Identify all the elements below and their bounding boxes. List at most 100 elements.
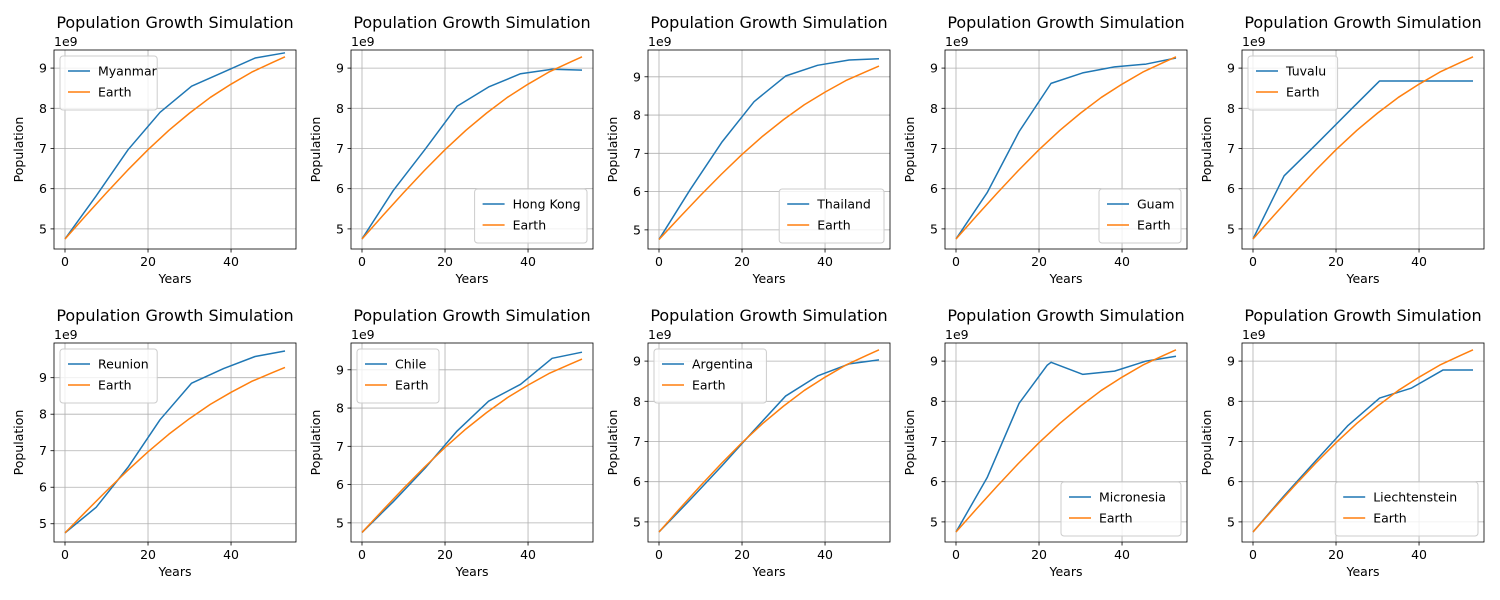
x-axis-label: Years [752, 271, 786, 286]
chart-title: Population Growth Simulation [947, 13, 1184, 32]
series-line-earth [658, 65, 880, 240]
y-offset-text: 1e9 [1242, 34, 1266, 49]
subplot-1: 0 20 40 5 6 7 8 9 1e9 Population Growth Simulatio… [308, 13, 594, 286]
legend-label: Guam [1137, 197, 1174, 212]
series-line-earth [1252, 349, 1474, 533]
y-tick-label: 5 [336, 515, 344, 530]
y-offset-text: 1e9 [648, 327, 672, 342]
y-tick-label: 9 [1227, 61, 1235, 76]
x-tick-label: 0 [1249, 254, 1257, 269]
series-line-chile [361, 351, 583, 533]
subplot-7: 0 20 40 5 6 7 8 9 1e9 Population Growth Simulatio… [605, 306, 891, 579]
chart-title: Population Growth Simulation [1244, 13, 1481, 32]
y-offset-text: 1e9 [54, 327, 78, 342]
y-tick-label: 9 [633, 354, 641, 369]
x-tick-label: 0 [952, 254, 960, 269]
legend: Thailand Earth [778, 188, 885, 244]
legend-label: Tuvalu [1285, 64, 1326, 79]
subplot-4: 0 20 40 5 6 7 8 9 1e9 Population Growth Simulatio… [1199, 13, 1485, 286]
y-tick-label: 5 [39, 221, 47, 236]
legend: Argentina Earth [653, 348, 767, 404]
legend-box [59, 55, 158, 111]
y-tick-label: 7 [930, 141, 938, 156]
y-axis-label: Population [1199, 410, 1214, 476]
y-tick-label: 7 [39, 443, 47, 458]
y-tick-label: 5 [930, 514, 938, 529]
y-tick-label: 5 [39, 516, 47, 531]
axes-frame [647, 342, 891, 543]
chart-title: Population Growth Simulation [353, 13, 590, 32]
x-tick-label: 20 [1031, 547, 1047, 562]
y-tick-label: 8 [39, 101, 47, 116]
series-line-tuvalu [1252, 80, 1473, 240]
y-tick-label: 6 [633, 474, 641, 489]
series-line-myanmar [64, 52, 286, 240]
y-tick-label: 8 [633, 108, 641, 123]
y-tick-label: 9 [336, 362, 344, 377]
y-tick-label: 7 [633, 434, 641, 449]
x-tick-label: 0 [952, 547, 960, 562]
x-tick-label: 0 [655, 547, 663, 562]
x-tick-label: 40 [817, 254, 833, 269]
y-tick-label: 5 [633, 514, 641, 529]
x-axis-label: Years [455, 564, 489, 579]
y-tick-label: 6 [39, 181, 47, 196]
chart-title: Population Growth Simulation [650, 13, 887, 32]
chart-title: Population Growth Simulation [947, 306, 1184, 325]
chart-title: Population Growth Simulation [1244, 306, 1481, 325]
axes-frame [350, 49, 594, 250]
y-axis-label: Population [605, 117, 620, 183]
legend-label: Earth [1137, 218, 1171, 233]
x-tick-label: 40 [817, 547, 833, 562]
x-tick-label: 20 [734, 547, 750, 562]
y-axis-label: Population [308, 117, 323, 183]
y-tick-label: 5 [930, 221, 938, 236]
x-tick-label: 0 [61, 547, 69, 562]
x-tick-label: 20 [140, 254, 156, 269]
y-axis-label: Population [11, 410, 26, 476]
x-tick-label: 20 [140, 547, 156, 562]
x-tick-label: 40 [1114, 254, 1130, 269]
x-axis-label: Years [1049, 564, 1083, 579]
y-tick-label: 8 [930, 394, 938, 409]
y-tick-label: 5 [1227, 514, 1235, 529]
subplot-0: 0 20 40 5 6 7 8 9 1e9 Population Growth Simulatio… [11, 13, 297, 286]
series-line-earth [1252, 56, 1474, 240]
y-tick-label: 5 [1227, 221, 1235, 236]
legend-label: Earth [98, 378, 132, 393]
legend-label: Earth [1099, 511, 1133, 526]
series-line-earth [658, 349, 880, 533]
subplot-6: 0 20 40 5 6 7 8 9 1e9 Population Growth Simulatio… [308, 306, 594, 579]
x-axis-label: Years [752, 564, 786, 579]
series-line-reunion [64, 350, 286, 534]
y-tick-label: 6 [1227, 474, 1235, 489]
x-tick-label: 20 [734, 254, 750, 269]
legend-box [1060, 481, 1182, 537]
y-tick-label: 9 [39, 370, 47, 385]
subplot-8: 0 20 40 5 6 7 8 9 1e9 Population Growth Simulatio… [902, 306, 1188, 579]
y-tick-label: 8 [1227, 101, 1235, 116]
x-tick-label: 40 [520, 254, 536, 269]
y-axis-label: Population [902, 117, 917, 183]
legend-box [1334, 481, 1479, 537]
series-line-micronesia [955, 355, 1177, 533]
y-tick-label: 6 [336, 181, 344, 196]
legend-box [59, 348, 158, 404]
series-line-earth [361, 358, 583, 533]
x-tick-label: 20 [1031, 254, 1047, 269]
subplot-3: 0 20 40 5 6 7 8 9 1e9 Population Growth Simulatio… [902, 13, 1188, 286]
x-tick-label: 0 [358, 254, 366, 269]
legend-label: Micronesia [1099, 490, 1166, 505]
legend-label: Earth [1373, 511, 1407, 526]
legend-box [474, 188, 588, 244]
legend-label: Earth [395, 378, 429, 393]
y-tick-label: 9 [1227, 354, 1235, 369]
x-tick-label: 20 [437, 547, 453, 562]
x-axis-label: Years [1346, 564, 1380, 579]
y-tick-label: 5 [633, 222, 641, 237]
legend-label: Earth [1286, 85, 1320, 100]
series-line-liechtenstein [1252, 369, 1473, 533]
axes-frame [53, 49, 297, 250]
series-line-earth [64, 56, 286, 240]
